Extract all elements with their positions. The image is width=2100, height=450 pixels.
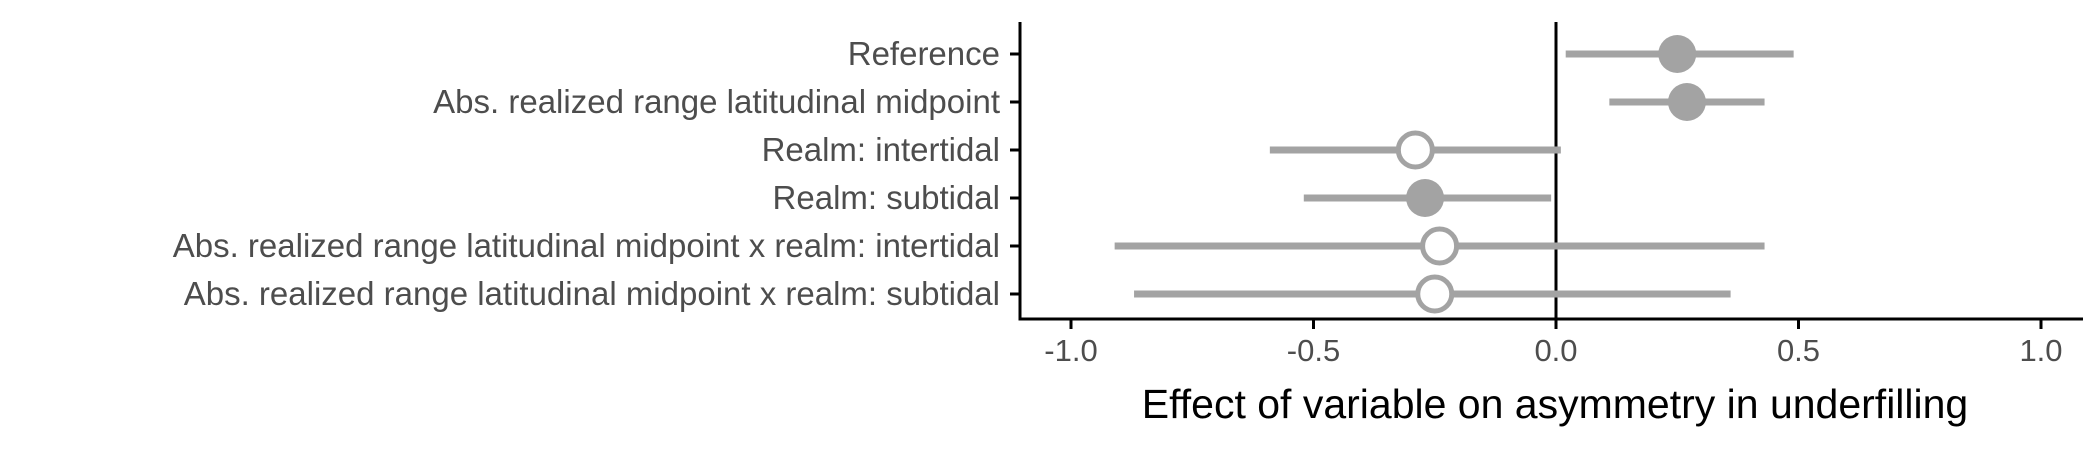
estimate-point <box>1667 83 1706 121</box>
y-tick-label: Realm: intertidal <box>762 131 1000 168</box>
estimate-point <box>1406 179 1445 217</box>
x-tick-label: -1.0 <box>1044 333 1097 368</box>
y-tick-label: Realm: subtidal <box>773 179 1000 216</box>
x-tick-label: -0.5 <box>1287 333 1340 368</box>
x-tick-label: 0.0 <box>1534 333 1577 368</box>
estimate-point <box>1420 226 1460 266</box>
estimate-point <box>1395 130 1435 170</box>
y-tick-label: Abs. realized range latitudinal midpoint… <box>184 275 1000 312</box>
estimate-point <box>1658 35 1697 73</box>
estimate-point <box>1415 274 1455 314</box>
y-tick-label: Abs. realized range latitudinal midpoint… <box>173 227 1000 264</box>
y-tick-label: Abs. realized range latitudinal midpoint <box>433 83 1000 120</box>
y-tick-label: Reference <box>848 35 1000 72</box>
x-tick-label: 1.0 <box>2019 333 2062 368</box>
x-tick-label: 0.5 <box>1777 333 1820 368</box>
x-axis-title: Effect of variable on asymmetry in under… <box>1142 381 1968 427</box>
